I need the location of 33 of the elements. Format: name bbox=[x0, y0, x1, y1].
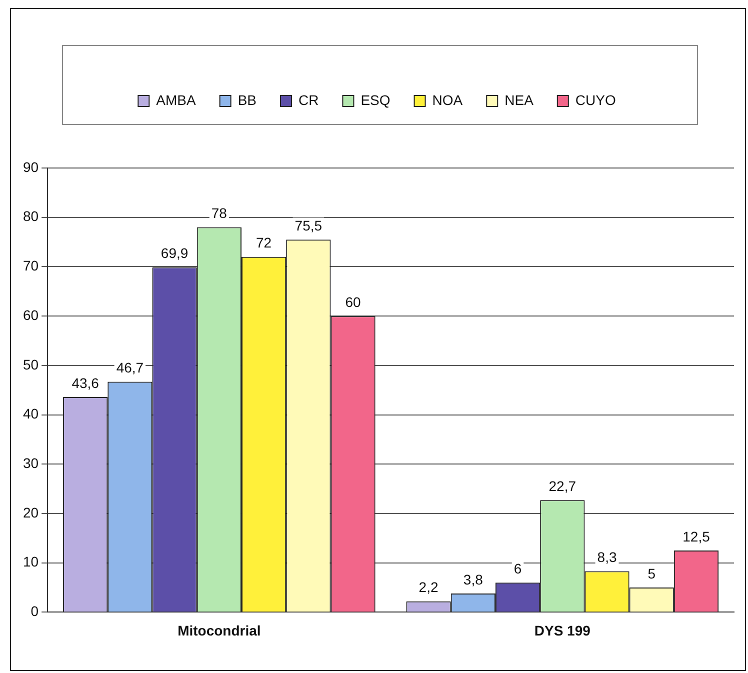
data-label: 2,2 bbox=[418, 579, 438, 596]
y-tick-label: 90 bbox=[22, 158, 39, 175]
y-tick-label: 40 bbox=[22, 406, 39, 422]
x-tick-label: DYS 199 bbox=[534, 622, 591, 638]
y-tick-label: 50 bbox=[22, 356, 39, 372]
y-tick-label: 60 bbox=[22, 306, 39, 323]
data-label: 72 bbox=[256, 234, 272, 251]
legend-label: NOA bbox=[432, 92, 464, 108]
data-label: 22,7 bbox=[548, 478, 576, 494]
legend-label: BB bbox=[238, 92, 257, 108]
y-tick-label: 0 bbox=[30, 603, 39, 620]
y-tick-label: 80 bbox=[22, 208, 39, 224]
data-label: 5 bbox=[648, 565, 656, 582]
data-label: 6 bbox=[514, 560, 522, 576]
data-label: 69,9 bbox=[160, 245, 188, 262]
legend-label: CR bbox=[298, 92, 319, 108]
x-tick-label: Mitocondrial bbox=[178, 622, 261, 638]
legend-label: ESQ bbox=[360, 92, 390, 108]
y-tick-label: 20 bbox=[22, 504, 39, 520]
data-label: 46,7 bbox=[116, 360, 144, 376]
data-label: 12,5 bbox=[682, 528, 710, 544]
data-label: 75,5 bbox=[294, 217, 322, 234]
y-tick-label: 10 bbox=[22, 554, 39, 570]
y-tick-label: 30 bbox=[22, 454, 39, 471]
legend-label: AMBA bbox=[156, 92, 196, 108]
legend-label: NEA bbox=[504, 92, 534, 108]
data-label: 78 bbox=[211, 205, 228, 222]
data-label: 60 bbox=[345, 294, 362, 310]
data-label: 3,8 bbox=[463, 571, 484, 588]
data-label: 8,3 bbox=[597, 549, 617, 566]
legend-label: CUYO bbox=[575, 92, 616, 108]
y-tick-label: 70 bbox=[22, 258, 39, 274]
data-label: 43,6 bbox=[72, 374, 100, 391]
